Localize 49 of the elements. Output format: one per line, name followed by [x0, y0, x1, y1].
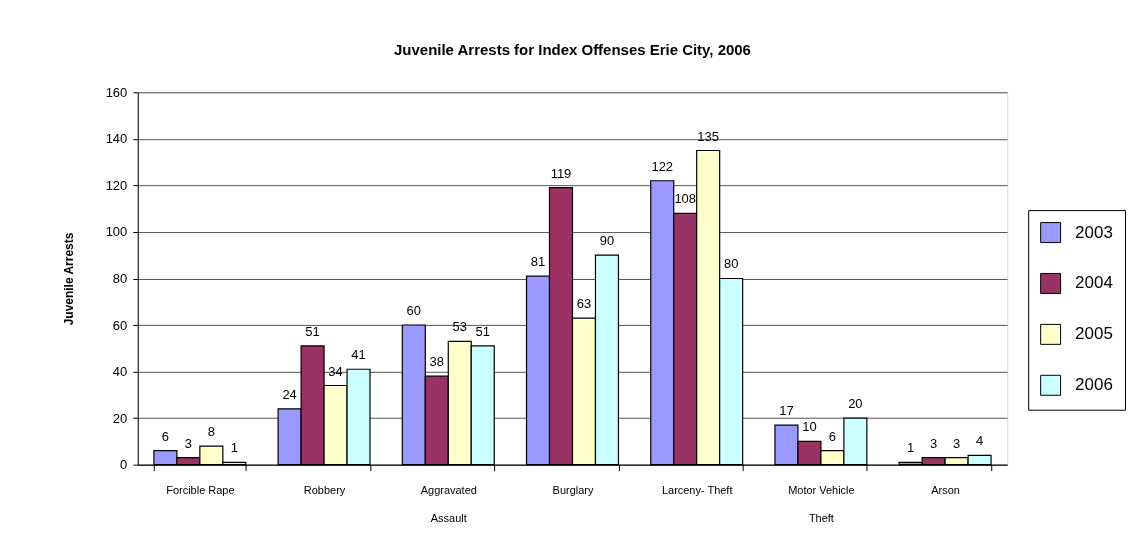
y-tick-label: 120 [105, 177, 128, 193]
y-axis-title: Juvenile Arrests [61, 232, 76, 326]
data-label: 38 [429, 354, 445, 370]
data-label: 90 [599, 233, 615, 249]
data-label: 119 [550, 165, 572, 181]
chart-title: Juvenile Arrests for Index Offenses Erie City, 2006 [394, 41, 751, 59]
data-label: 80 [723, 256, 739, 272]
legend-label: 2005 [1075, 324, 1113, 344]
y-tick-label: 40 [112, 364, 128, 380]
x-tick-label: Burglary [552, 484, 594, 497]
data-label: 63 [576, 296, 592, 312]
data-label: 10 [802, 419, 817, 435]
legend-label: 2006 [1075, 375, 1113, 395]
x-tick-label: Robbery [303, 484, 346, 497]
data-label: 6 [828, 428, 836, 444]
x-tick-label: Arson [931, 484, 960, 497]
data-label: 135 [697, 128, 720, 144]
legend-label: 2004 [1075, 273, 1113, 293]
data-label: 24 [282, 386, 297, 402]
data-label: 60 [406, 303, 422, 319]
data-label: 8 [207, 424, 215, 440]
y-tick-label: 60 [112, 317, 128, 333]
data-label: 122 [651, 158, 674, 174]
data-label: 17 [779, 403, 794, 419]
legend-label: 2003 [1075, 222, 1113, 242]
data-label: 34 [328, 363, 343, 379]
data-label: 1 [907, 440, 915, 456]
y-tick-label: 20 [112, 410, 128, 426]
data-label: 51 [475, 323, 490, 339]
data-label: 20 [848, 396, 863, 412]
y-tick-label: 160 [105, 84, 128, 100]
x-tick-label: Larceny- Theft [661, 484, 733, 497]
data-label: 3 [930, 435, 938, 451]
data-label: 3 [184, 435, 192, 451]
data-label: 51 [305, 323, 320, 339]
data-label: 4 [975, 433, 984, 449]
x-tick-label: Forcible Rape [166, 484, 235, 497]
data-label: 41 [351, 347, 366, 363]
data-label: 108 [674, 191, 697, 207]
data-label: 81 [530, 254, 546, 270]
y-tick-label: 0 [120, 457, 128, 473]
data-label: 1 [230, 440, 238, 456]
data-label: 6 [161, 428, 169, 444]
category-label: Aggravated Assault [420, 484, 477, 525]
category-label: Motor Vehicle Theft [788, 484, 855, 525]
data-label: 3 [952, 435, 961, 451]
y-tick-label: 140 [105, 131, 128, 147]
y-tick-label: 100 [105, 224, 128, 240]
y-tick-label: 80 [112, 270, 128, 286]
